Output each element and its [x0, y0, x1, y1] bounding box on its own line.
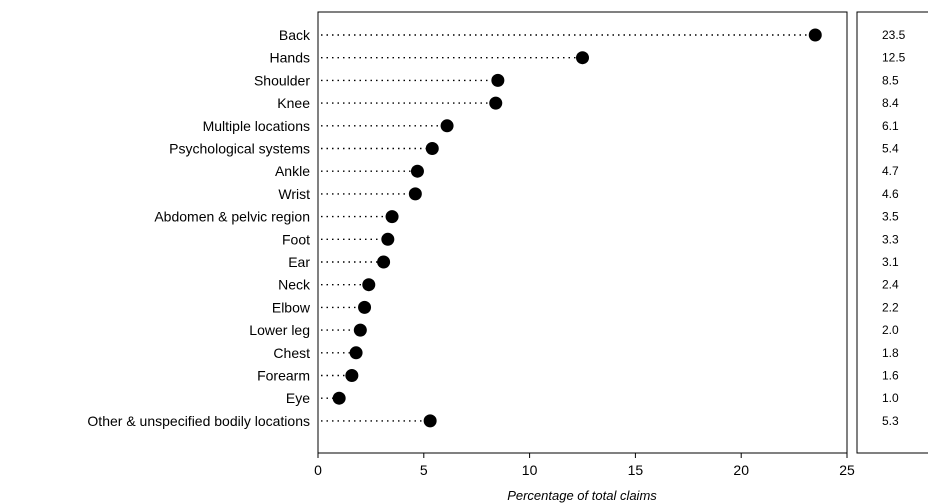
value-label: 3.5 [882, 210, 899, 224]
category-label: Other & unspecified bodily locations [87, 413, 310, 429]
category-label: Forearm [257, 368, 310, 384]
value-label: 3.1 [882, 255, 899, 269]
category-label: Foot [282, 231, 310, 247]
category-label: Abdomen & pelvic region [154, 209, 310, 225]
category-label: Neck [278, 277, 311, 293]
category-label: Psychological systems [169, 141, 310, 157]
category-label: Ankle [275, 163, 310, 179]
category-label: Wrist [278, 186, 310, 202]
data-points [332, 28, 822, 428]
data-point [358, 300, 372, 314]
category-label: Elbow [272, 299, 311, 315]
value-label: 1.0 [882, 391, 899, 405]
data-point [576, 51, 589, 65]
x-axis-title: Percentage of total claims [507, 488, 657, 503]
data-point [353, 323, 367, 337]
x-tick-label: 10 [522, 462, 538, 478]
value-label: 3.3 [882, 232, 899, 246]
data-point [377, 255, 391, 269]
category-label: Eye [286, 390, 310, 406]
data-point [440, 119, 454, 133]
value-label: 8.4 [882, 96, 899, 110]
data-point [423, 414, 437, 428]
category-label: Shoulder [254, 72, 310, 88]
data-point [491, 73, 505, 87]
data-point [362, 278, 376, 292]
data-point [385, 210, 399, 224]
data-point [489, 96, 503, 110]
value-label: 4.7 [882, 164, 899, 178]
value-label: 1.6 [882, 369, 899, 383]
category-label: Back [279, 27, 311, 43]
value-label: 2.4 [882, 278, 899, 292]
data-point [425, 142, 439, 155]
x-tick-label: 15 [628, 462, 644, 478]
value-label: 5.4 [882, 142, 899, 156]
data-point [408, 187, 422, 201]
data-point [349, 346, 363, 360]
value-labels: 23.5 12.5 8.5 8.4 6.1 5.4 4.7 4.6 3.5 3.3 3.1 2.4 2.… [882, 28, 906, 428]
category-label: Ear [288, 254, 310, 270]
value-label: 2.0 [882, 323, 899, 337]
value-label: 4.6 [882, 187, 899, 201]
data-point [808, 28, 822, 42]
data-point [345, 369, 359, 382]
value-label: 12.5 [882, 51, 906, 65]
category-label: Hands [270, 50, 310, 66]
category-label: Knee [277, 95, 310, 111]
value-label: 6.1 [882, 119, 899, 133]
x-tick-label: 20 [733, 462, 749, 478]
data-point [381, 232, 395, 246]
leader-lines [321, 34, 816, 422]
x-tick-label: 25 [839, 462, 855, 478]
value-label: 2.2 [882, 300, 899, 314]
category-label: Multiple locations [203, 118, 310, 134]
category-label: Chest [273, 345, 310, 361]
value-label: 1.8 [882, 346, 899, 360]
value-label: 5.3 [882, 414, 899, 428]
category-label: Lower leg [249, 322, 310, 338]
x-tick-label: 0 [314, 462, 322, 478]
value-label: 23.5 [882, 28, 906, 42]
value-table-frame [856, 11, 928, 454]
data-point [410, 164, 424, 178]
x-tick-label: 5 [420, 462, 428, 478]
category-labels: Back Hands Shoulder Knee Multiple locations P… [87, 27, 311, 429]
plot-frame [317, 11, 848, 454]
data-point [332, 391, 346, 405]
value-label: 8.5 [882, 73, 899, 87]
x-axis-ticks: 0 5 10 15 20 25 [314, 453, 855, 478]
